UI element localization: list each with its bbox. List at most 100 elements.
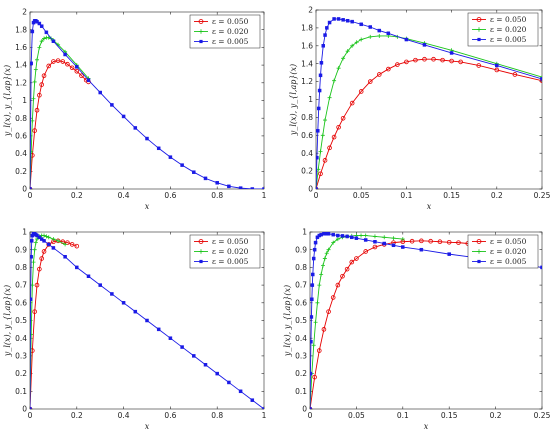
x-tick-label: 0.1 — [397, 411, 409, 420]
series-circle-line — [310, 240, 468, 409]
chart-panel-4: 0 0.05 0.1 0.15 0.2 0.25 0 0.1 0.2 0.3 0.4 0.5 0.6 0.… — [283, 228, 550, 431]
legend-label: ε = 0.020 — [212, 27, 249, 36]
series-circle-line — [30, 240, 77, 409]
series-square-point — [110, 103, 114, 107]
y-tick-label: 0.4 — [15, 149, 27, 158]
series-square-point — [340, 234, 345, 238]
series-circle-point — [34, 107, 40, 113]
series-square-point — [332, 17, 336, 21]
series-square-point — [35, 19, 39, 24]
chart-panel-1: 0 0.2 0.4 0.6 0.8 1 0 0.2 0.4 0.6 0.8 1 1.2 1.4 1.6 1.8… — [3, 8, 267, 211]
x-tick-label: 0 — [308, 411, 313, 420]
series-square-point — [180, 163, 184, 167]
series-square-point — [35, 233, 39, 238]
series-square-point — [51, 246, 56, 250]
series-circle-point — [79, 73, 84, 79]
series-square-point — [145, 318, 149, 323]
series-square-point — [133, 309, 138, 314]
series-square-point — [312, 247, 317, 252]
series-circle-point — [32, 128, 37, 133]
series-circle-point — [456, 240, 461, 245]
y-tick-label: 0.9 — [15, 245, 27, 254]
series-square-point — [156, 146, 161, 151]
series-circle-point — [449, 58, 454, 64]
y-tick-label: 0.8 — [301, 113, 313, 122]
series-circle-point — [358, 89, 364, 94]
series-plus-point — [331, 240, 336, 245]
series-square — [310, 232, 542, 409]
legend-label: ε = 0.050 — [212, 17, 249, 26]
series-square-point — [325, 26, 329, 30]
series-circle-point — [336, 124, 341, 130]
series-square-point — [345, 234, 349, 239]
series-square-point — [368, 25, 372, 29]
series-circle-point — [46, 242, 52, 247]
series-plus-point — [318, 149, 323, 154]
series-plus-point — [44, 234, 49, 239]
series-square-point — [39, 237, 44, 241]
series-square-point — [310, 315, 314, 319]
series-square-point — [326, 232, 331, 236]
x-axis-label: x — [145, 422, 150, 431]
series-plus-point — [35, 237, 40, 242]
series-circle-point — [65, 240, 70, 245]
y-tick-label: 0.6 — [301, 131, 313, 140]
series-circle-point — [327, 145, 332, 151]
series-plus-point — [335, 237, 340, 242]
y-tick-label: 1 — [308, 95, 313, 104]
legend-label: ε = 0.005 — [212, 37, 249, 46]
series-plus-point — [51, 237, 56, 242]
series-square-point — [377, 28, 382, 33]
series-plus-line — [316, 35, 542, 189]
series-circle-point — [312, 374, 317, 380]
y-tick-label: 1.2 — [301, 77, 313, 86]
y-tick-label: 1.4 — [301, 59, 313, 68]
series-square-point — [382, 241, 386, 246]
series-circle-point — [37, 92, 42, 98]
series-plus-point — [377, 33, 382, 38]
y-tick-label: 0.7 — [15, 281, 27, 290]
series-square-point — [30, 255, 33, 259]
x-tick-label: 0.1 — [400, 191, 412, 200]
series-circle-point — [354, 256, 359, 261]
series-square-point — [46, 242, 51, 247]
series-plus-point — [311, 343, 316, 348]
y-tick-label: 1.6 — [301, 41, 313, 50]
series-circle-point — [318, 171, 323, 177]
x-tick-label: 0.8 — [211, 411, 223, 420]
series-plus-point — [313, 320, 318, 325]
series-circle-point — [316, 348, 322, 353]
series-plus-point — [39, 39, 44, 44]
series-plus-point — [322, 256, 327, 261]
legend-square-marker — [199, 259, 203, 264]
series-square-point — [63, 52, 67, 57]
series-square-point — [215, 371, 219, 376]
series-circle-point — [321, 327, 327, 332]
series-square-point — [318, 73, 323, 78]
y-tick-label: 0.2 — [15, 167, 27, 176]
series-square-point — [316, 106, 321, 111]
series-square-point — [121, 301, 126, 305]
series-square-point — [250, 187, 255, 189]
y-axis-label: y_l(x), y_{l,ap}(x) — [283, 285, 292, 357]
series-square-point — [404, 37, 409, 42]
series-circle — [316, 56, 542, 189]
y-tick-label: 0.2 — [15, 369, 27, 378]
series-plus-point — [323, 118, 328, 123]
series-square-point — [354, 236, 359, 240]
series-square-point — [313, 240, 318, 245]
series-square-point — [540, 77, 542, 81]
x-tick-label: 0.4 — [118, 191, 130, 200]
series-circle-point — [344, 266, 350, 272]
series-plus-point — [359, 233, 364, 238]
series-circle-point — [331, 134, 337, 140]
series-square-point — [37, 235, 42, 240]
series-plus-point — [33, 240, 38, 245]
series-plus-point — [37, 45, 42, 50]
series-square-point — [86, 274, 91, 278]
series-square-point — [310, 371, 313, 376]
series-circle-point — [476, 63, 482, 68]
series-circle-point — [404, 59, 409, 65]
series-square-point — [419, 247, 424, 252]
